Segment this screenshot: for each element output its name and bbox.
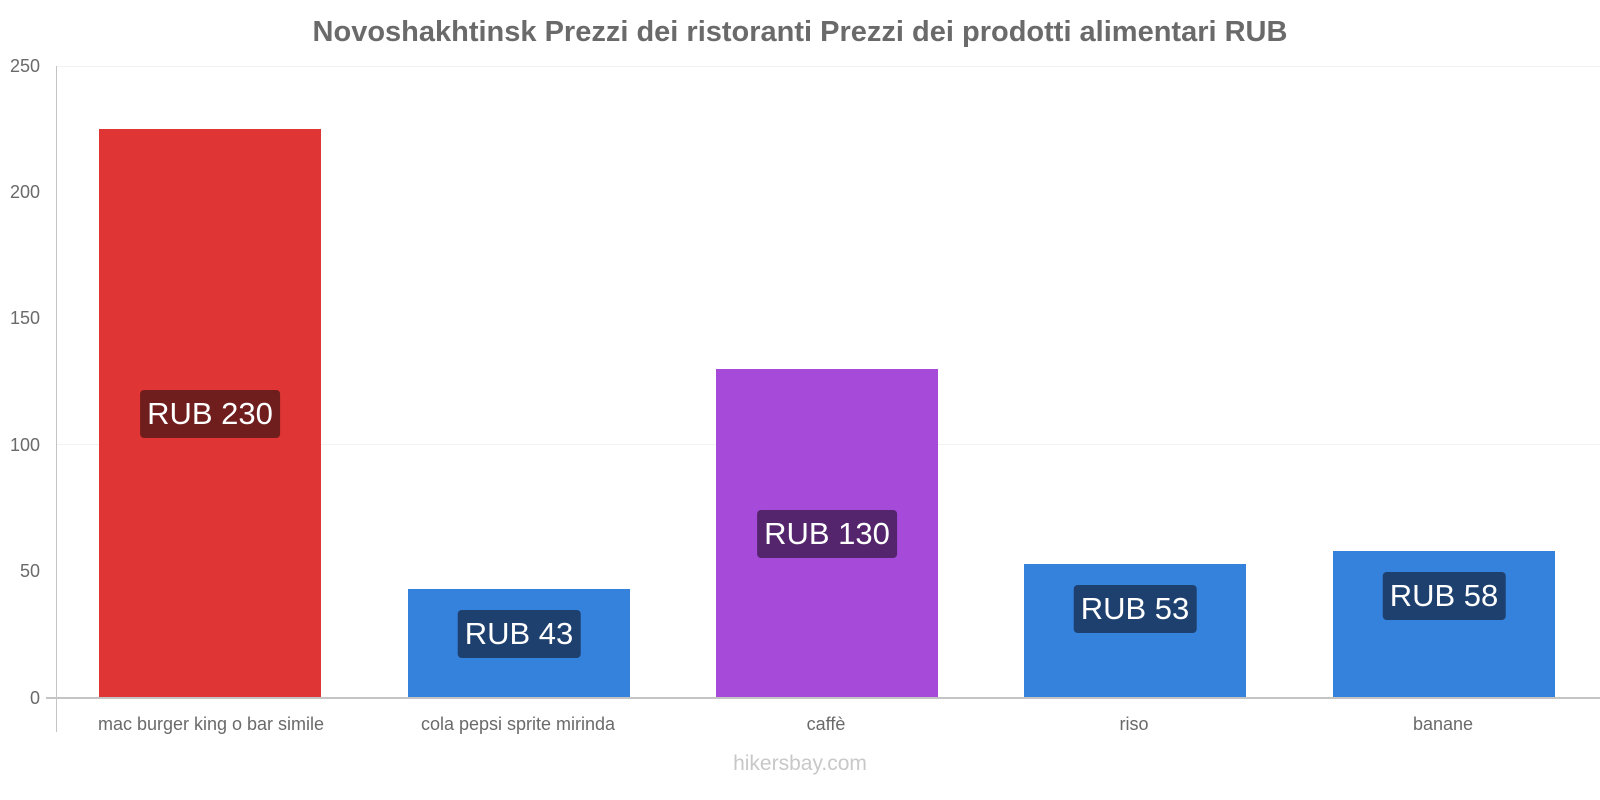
x-label-mac-burger: mac burger king o bar simile — [97, 714, 325, 734]
y-tick-0: 0 — [29, 688, 40, 708]
bar-value-label-3: RUB 53 — [1073, 585, 1197, 634]
y-tick-200: 200 — [9, 182, 40, 202]
chart-title: Novoshakhtinsk Prezzi dei ristoranti Pre… — [312, 16, 1288, 48]
x-label-cola: cola pepsi sprite mirinda — [420, 714, 616, 734]
x-label-caffe: caffè — [806, 714, 846, 734]
y-tick-150: 150 — [9, 308, 40, 328]
bar-value-label-1: RUB 43 — [457, 610, 581, 659]
y-tick-250: 250 — [9, 56, 40, 76]
y-axis — [56, 66, 57, 732]
x-label-banane: banane — [1412, 714, 1474, 734]
y-tick-50: 50 — [19, 561, 40, 581]
footer-watermark: hikersbay.com — [733, 752, 867, 775]
y-tick-100: 100 — [9, 435, 40, 455]
bar-value-label-4: RUB 58 — [1382, 572, 1506, 621]
bar-value-label-2: RUB 130 — [757, 509, 897, 558]
x-axis — [46, 697, 1600, 699]
x-label-riso: riso — [1119, 714, 1149, 734]
gridline-250 — [56, 66, 1600, 67]
bar-value-label-0: RUB 230 — [140, 389, 280, 438]
